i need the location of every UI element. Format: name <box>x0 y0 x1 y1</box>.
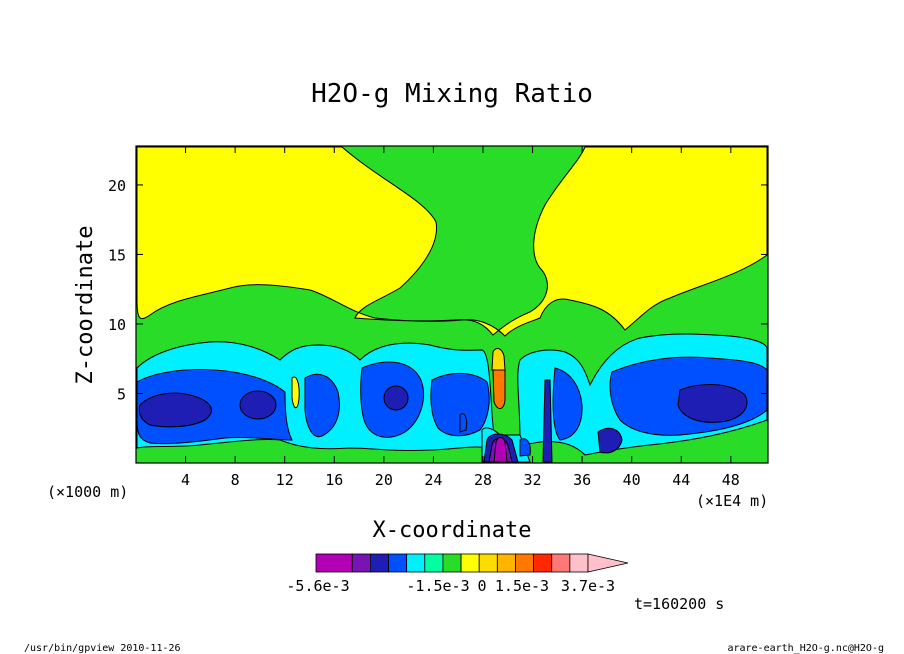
colorbar-swatch <box>442 553 462 573</box>
plot-frame <box>135 145 769 464</box>
x-tick-label: 12 <box>276 471 294 489</box>
x-tick-label: 24 <box>424 471 442 489</box>
contour-darkblue <box>138 384 748 454</box>
colorbar-label: -1.5e-3 <box>406 577 469 595</box>
colorbar <box>315 553 629 573</box>
colorbar-arrow <box>587 553 629 573</box>
colorbar-swatch <box>533 553 553 573</box>
time-label: t=160200 s <box>634 595 724 613</box>
contour-blue <box>136 356 768 445</box>
x-tick-label: 20 <box>375 471 393 489</box>
y-tick-label: 5 <box>117 385 126 403</box>
colorbar-swatch <box>406 553 426 573</box>
colorbar-swatch <box>369 553 389 573</box>
x-tick-label: 4 <box>181 471 190 489</box>
colorbar-swatch <box>569 553 589 573</box>
x-tick-label: 40 <box>623 471 641 489</box>
chart-title: H2O-g Mixing Ratio <box>311 79 593 109</box>
colorbar-swatch <box>424 553 444 573</box>
colorbar-swatch <box>478 553 498 573</box>
x-tick-label: 16 <box>325 471 343 489</box>
y-axis-label: Z-coordinate <box>73 226 98 385</box>
x-unit-left: (×1000 m) <box>47 483 128 501</box>
footer-left: /usr/bin/gpview 2010-11-26 <box>24 643 181 654</box>
footer-right: arare-earth_H2O-g.nc@H2O-g <box>727 643 884 654</box>
colorbar-swatch <box>388 553 408 573</box>
x-tick-label: 32 <box>524 471 542 489</box>
x-axis: 4 8 12 16 20 24 28 32 36 40 44 48 <box>181 146 740 489</box>
colorbar-labels: -5.6e-3 -1.5e-3 0 1.5e-3 3.7e-3 <box>286 577 615 595</box>
y-tick-label: 15 <box>108 246 126 264</box>
colorbar-swatch <box>351 553 371 573</box>
y-tick-label: 20 <box>108 177 126 195</box>
contour-yellow <box>136 146 768 337</box>
x-unit-right: (×1E4 m) <box>696 492 768 510</box>
colorbar-swatch <box>551 553 571 573</box>
plot-area <box>135 145 769 464</box>
x-tick-label: 28 <box>474 471 492 489</box>
colorbar-label: 1.5e-3 <box>495 577 549 595</box>
y-axis: 5 10 15 20 <box>108 177 768 403</box>
colorbar-swatch <box>515 553 535 573</box>
colorbar-swatch <box>496 553 516 573</box>
colorbar-swatch <box>315 553 353 573</box>
x-tick-label: 48 <box>722 471 740 489</box>
x-tick-label: 8 <box>231 471 240 489</box>
y-tick-label: 10 <box>108 316 126 334</box>
x-tick-label: 44 <box>672 471 690 489</box>
x-tick-label: 36 <box>573 471 591 489</box>
colorbar-label: 0 <box>477 577 486 595</box>
colorbar-swatch <box>460 553 480 573</box>
colorbar-label: -5.6e-3 <box>286 577 349 595</box>
x-axis-label: X-coordinate <box>373 518 532 543</box>
contour-plume <box>291 348 553 463</box>
colorbar-label: 3.7e-3 <box>561 577 615 595</box>
